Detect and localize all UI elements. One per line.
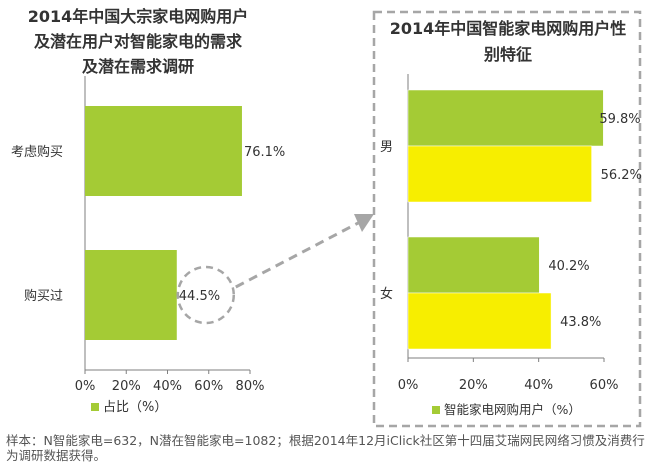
left-chart-title-line: 2014年中国大宗家电网购用户 bbox=[28, 7, 249, 26]
right-chart-title-line: 2014年中国智能家电网购用户性 bbox=[390, 19, 627, 38]
connector-arrow-line bbox=[235, 220, 361, 289]
left-data-label: 44.5% bbox=[179, 289, 220, 304]
highlight-circle bbox=[176, 265, 236, 325]
right-bar bbox=[407, 89, 604, 147]
right-bar bbox=[407, 236, 540, 294]
left-x-tick-label: 0% bbox=[75, 379, 96, 394]
right-x-tick-label: 20% bbox=[459, 378, 488, 393]
right-data-label: 56.2% bbox=[601, 168, 642, 183]
left-x-tick-label: 80% bbox=[236, 379, 265, 394]
right-category-label: 女 bbox=[380, 286, 393, 302]
left-x-tick-label: 40% bbox=[153, 379, 182, 394]
left-bar bbox=[85, 250, 177, 340]
right-x-tick-label: 60% bbox=[590, 378, 619, 393]
left-x-tick-label: 60% bbox=[194, 379, 223, 394]
footnote: 样本：N智能家电=632，N潜在智能家电=1082；根据2014年12月iCli… bbox=[6, 433, 645, 463]
left-category-label: 考虑购买 bbox=[11, 144, 63, 160]
right-category-label: 男 bbox=[380, 140, 393, 155]
right-bar bbox=[407, 292, 552, 350]
right-legend-label: 智能家电网购用户（%） bbox=[444, 402, 581, 417]
right-data-label: 40.2% bbox=[548, 259, 589, 274]
right-data-label: 43.8% bbox=[560, 315, 601, 330]
left-bar bbox=[85, 106, 242, 196]
left-chart-title-line: 及潜在需求调研 bbox=[82, 57, 194, 76]
right-x-tick-label: 40% bbox=[524, 378, 553, 393]
left-legend-label: 占比（%） bbox=[103, 400, 167, 415]
right-data-label: 59.8% bbox=[599, 112, 640, 127]
left-category-label: 购买过 bbox=[24, 288, 63, 304]
right-bar bbox=[407, 145, 592, 203]
right-legend-swatch bbox=[432, 406, 440, 414]
right-x-tick-label: 0% bbox=[398, 378, 419, 393]
left-x-tick-label: 20% bbox=[112, 379, 141, 394]
right-panel-dashed-border bbox=[372, 10, 642, 428]
left-legend-swatch bbox=[91, 403, 99, 411]
connector-arrow-head bbox=[354, 214, 374, 232]
left-data-label: 76.1% bbox=[244, 145, 285, 160]
right-chart-title-line: 别特征 bbox=[483, 45, 532, 64]
left-chart-title-line: 及潜在用户对智能家电的需求 bbox=[34, 32, 243, 51]
